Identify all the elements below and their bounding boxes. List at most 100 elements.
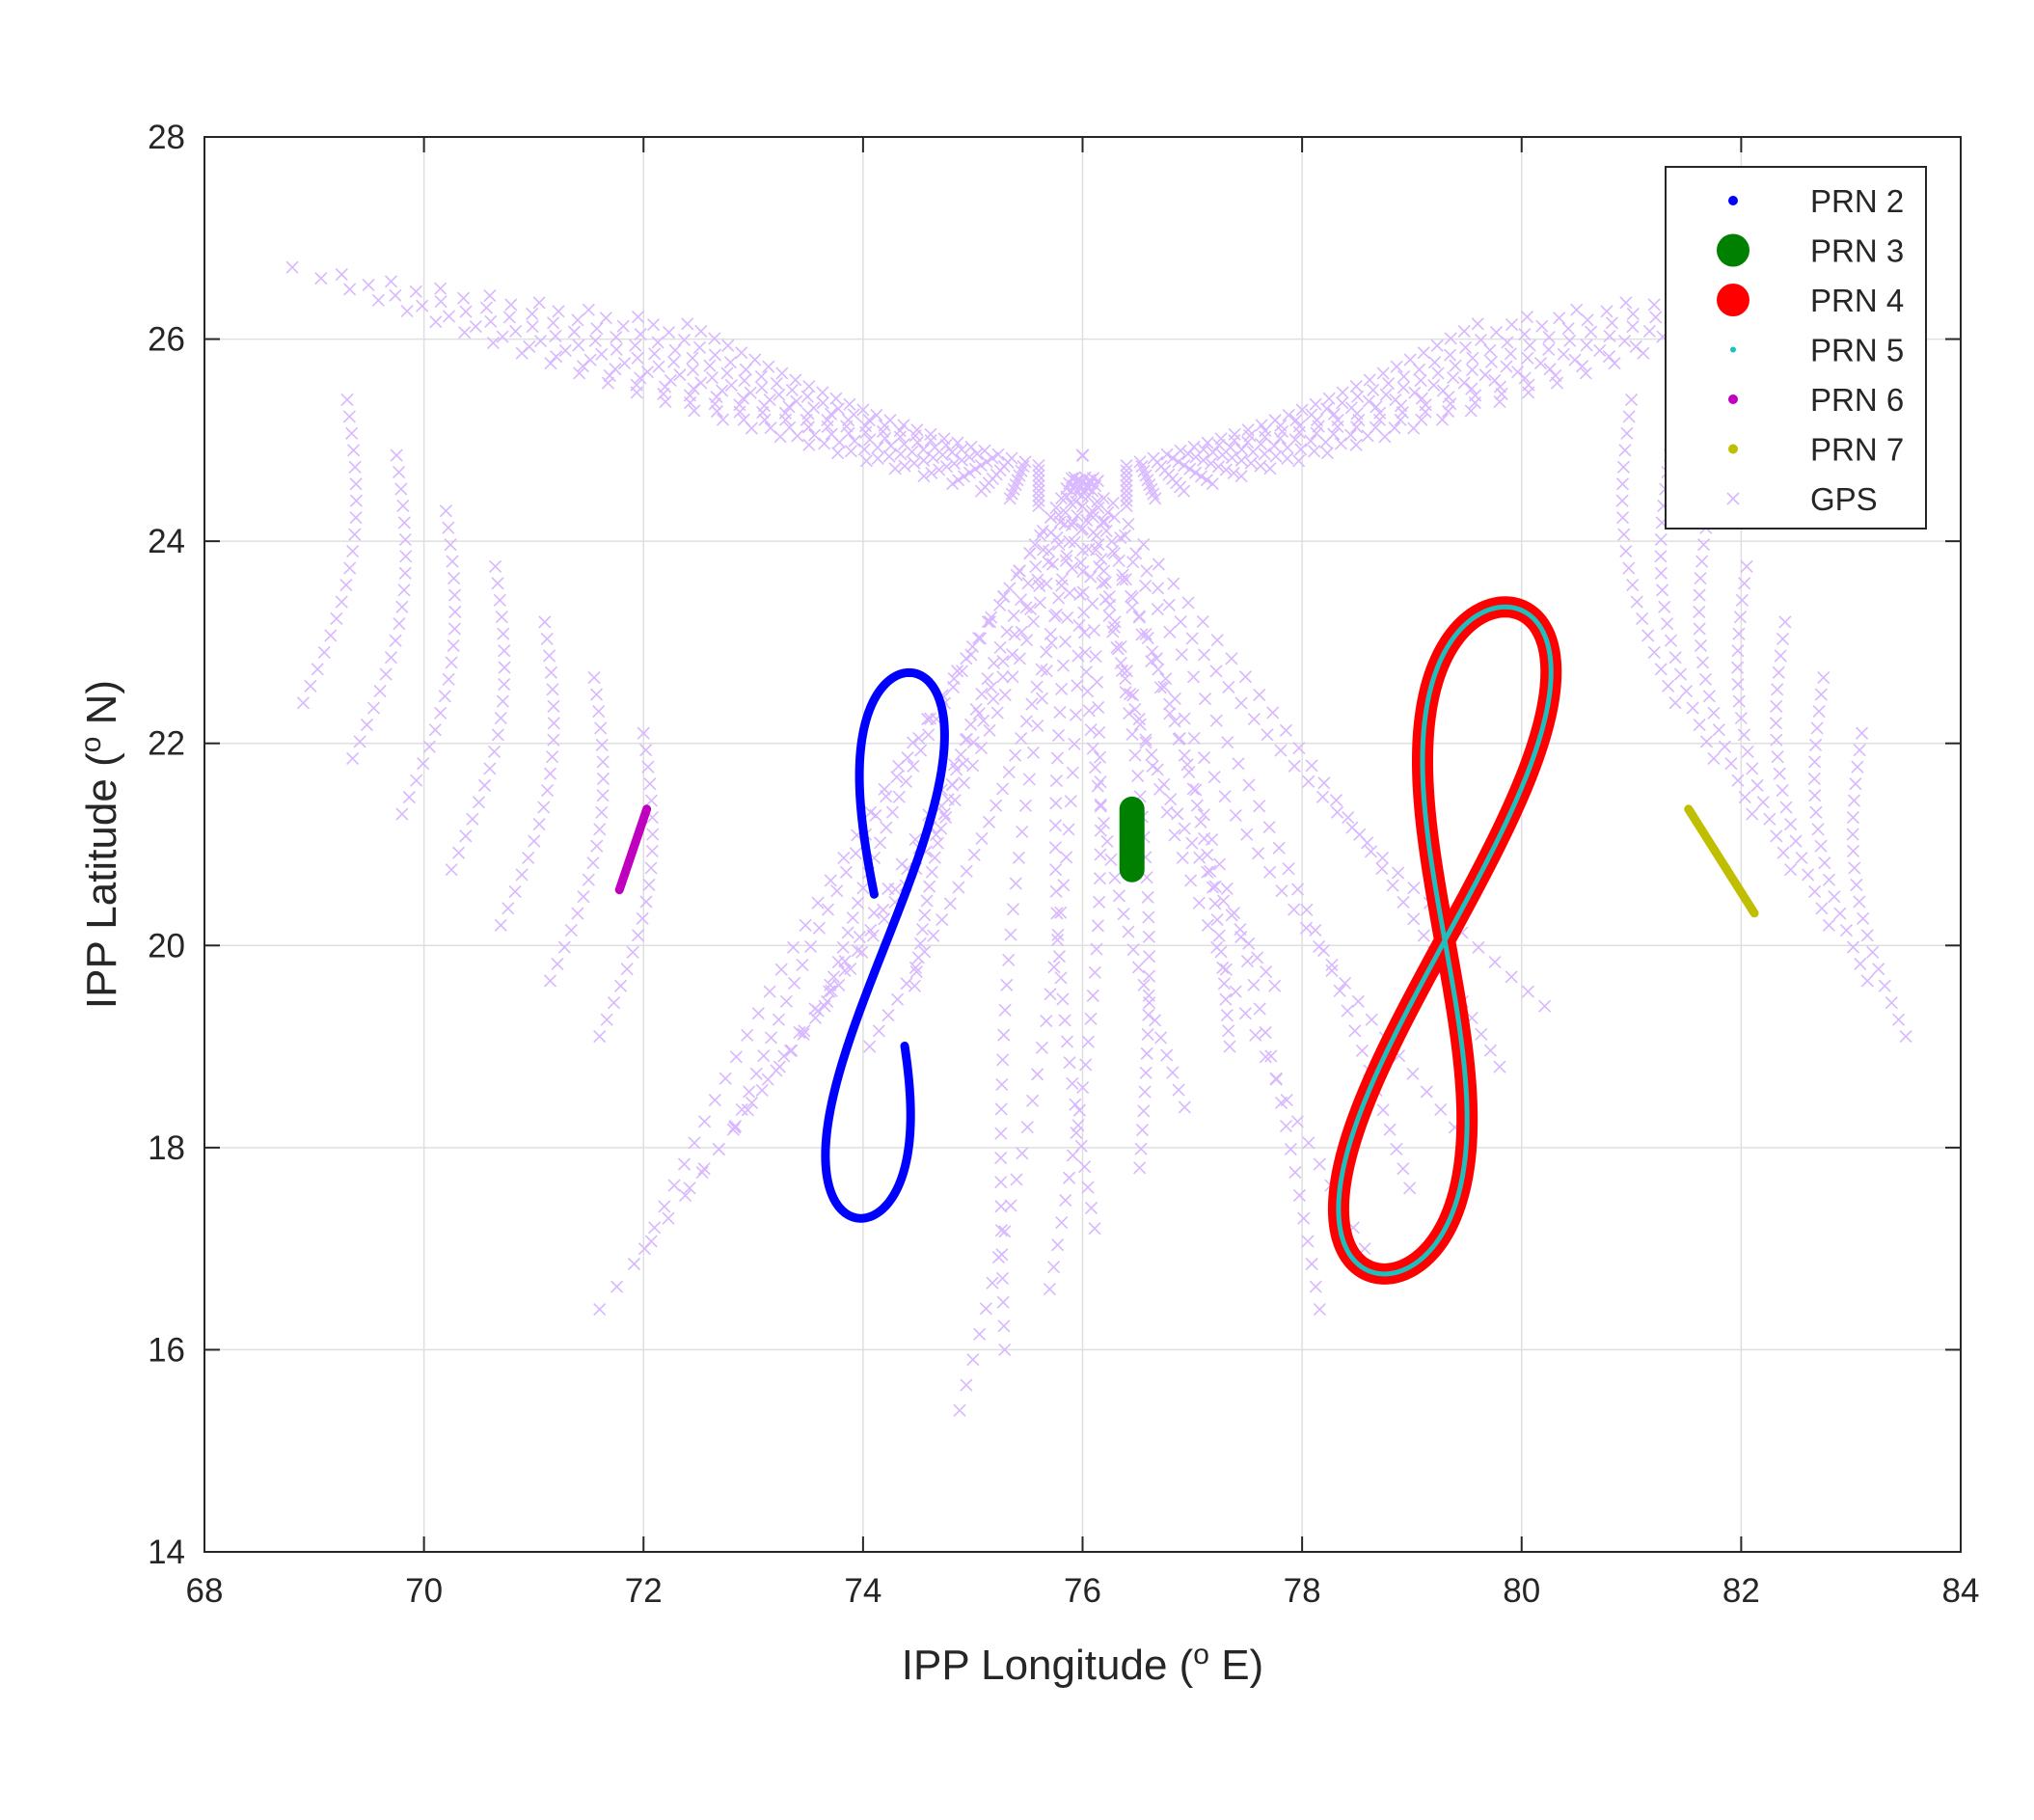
gps-marker (1292, 454, 1306, 468)
gps-marker (1814, 839, 1828, 853)
gps-marker (659, 394, 672, 409)
gps-marker (920, 894, 934, 908)
gps-marker (1055, 1216, 1069, 1230)
gps-marker (1046, 1261, 1061, 1274)
gps-marker (1137, 978, 1151, 991)
gps-marker (1143, 996, 1156, 1010)
gps-marker (1331, 805, 1344, 819)
gps-marker (1443, 348, 1457, 362)
gps-marker (983, 615, 997, 629)
gps-marker (818, 999, 831, 1013)
gps-marker (1292, 425, 1306, 439)
gps-marker (442, 310, 456, 323)
gps-marker (917, 453, 931, 467)
gps-marker (1251, 951, 1264, 964)
gps-marker (885, 805, 900, 819)
gps-marker (913, 937, 927, 950)
gps-marker (1334, 437, 1347, 450)
gps-marker (878, 912, 891, 926)
gps-marker (1848, 861, 1861, 875)
gps-marker (617, 357, 632, 370)
gps-marker (1406, 1067, 1420, 1080)
gps-marker (1162, 598, 1176, 611)
gps-marker (515, 868, 529, 882)
gps-marker (837, 851, 851, 865)
gps-marker (317, 645, 331, 659)
gps-marker (1003, 492, 1017, 505)
gps-marker (873, 836, 887, 850)
gps-marker (1618, 444, 1632, 457)
gps-marker (651, 336, 664, 349)
gps-marker (1122, 517, 1135, 530)
gps-marker (1444, 332, 1457, 345)
gps-marker (1204, 864, 1217, 878)
gps-marker (1364, 845, 1378, 858)
legend-entry-prn-5-label: PRN 5 (1810, 333, 1904, 368)
gps-marker (1210, 940, 1224, 954)
gps-marker (939, 438, 953, 452)
gps-marker (1810, 721, 1824, 735)
gps-marker (1309, 1280, 1322, 1293)
gps-marker (610, 342, 623, 356)
gps-marker (640, 366, 654, 379)
gps-marker (1076, 564, 1090, 579)
gps-marker (1617, 528, 1631, 541)
gps-marker (1097, 492, 1110, 505)
gps-marker (1054, 971, 1068, 985)
gps-marker (1029, 559, 1043, 574)
gps-marker (1518, 328, 1532, 341)
gps-marker (1139, 579, 1153, 592)
gps-marker (1063, 1171, 1076, 1184)
gps-marker (409, 285, 422, 298)
gps-marker (993, 598, 1007, 611)
gps-marker (1152, 663, 1165, 676)
gps-marker (595, 347, 609, 361)
gps-marker (1120, 464, 1133, 477)
gps-marker (927, 929, 940, 942)
gps-marker (636, 911, 649, 925)
gps-marker (797, 1027, 810, 1041)
gps-marker (491, 728, 504, 742)
gps-marker (1693, 622, 1706, 636)
gps-marker (816, 386, 829, 399)
gps-marker (1776, 846, 1790, 859)
gps-marker (1048, 819, 1063, 832)
gps-marker (360, 718, 374, 732)
gps-marker (697, 1162, 711, 1176)
gps-marker (311, 663, 324, 676)
gps-marker (1263, 865, 1277, 879)
gps-marker (1153, 681, 1167, 694)
gps-marker (1493, 394, 1506, 409)
gps-marker (1260, 965, 1273, 979)
gps-marker (1172, 455, 1185, 469)
gps-marker (1163, 707, 1177, 720)
gps-marker (1098, 576, 1112, 589)
gps-marker (1702, 690, 1716, 703)
gps-marker (1240, 954, 1255, 968)
gps-marker (1206, 832, 1219, 847)
gps-marker (782, 400, 796, 414)
gps-marker (686, 363, 700, 377)
gps-marker (549, 329, 562, 342)
gps-marker (1015, 464, 1028, 477)
gps-marker (1106, 625, 1120, 638)
gps-marker (1016, 1147, 1029, 1160)
gps-marker (990, 706, 1004, 720)
gps-marker (966, 1353, 980, 1367)
gps-marker (1397, 369, 1411, 384)
gps-marker (1091, 779, 1104, 793)
gps-marker (1217, 977, 1231, 991)
gps-marker (1209, 714, 1223, 727)
gps-marker (314, 272, 328, 285)
gps-marker (1501, 336, 1514, 349)
gps-marker (1234, 443, 1249, 456)
gps-marker (1225, 652, 1238, 666)
gps-marker (1137, 537, 1151, 552)
gps-marker (1229, 985, 1242, 998)
gps-marker (720, 367, 734, 380)
gps-marker (777, 1049, 791, 1063)
gps-marker (592, 704, 606, 719)
gps-marker (925, 466, 938, 479)
gps-marker (1850, 878, 1863, 891)
